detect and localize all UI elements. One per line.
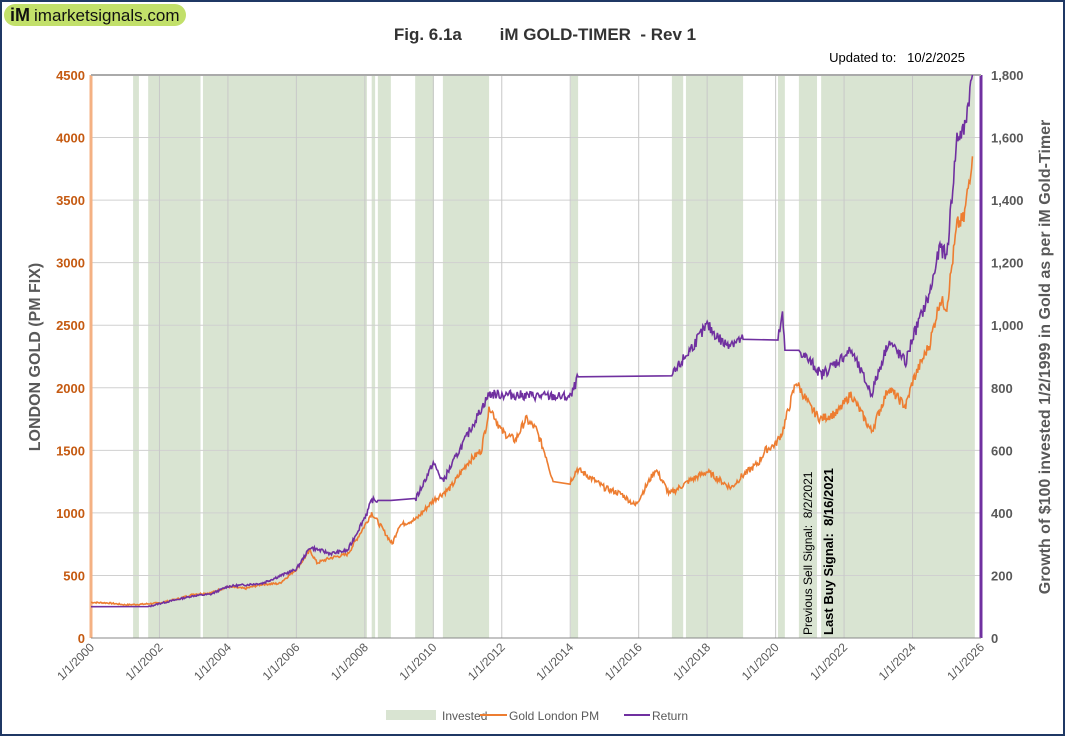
invested-band: [377, 75, 391, 638]
legend: Invested Gold London PM Return: [386, 709, 688, 723]
invested-band: [685, 75, 744, 638]
invested-band: [133, 75, 139, 638]
invested-band: [415, 75, 434, 638]
x-tick-label: 1/1/2026: [944, 640, 987, 683]
y-tick-label: 1000: [56, 506, 85, 521]
y2-tick-label: 1,800: [991, 68, 1024, 83]
updated-label: Updated to: 10/2/2025: [829, 50, 965, 65]
y-tick-label: 3500: [56, 193, 85, 208]
x-tick-label: 1/1/2008: [328, 640, 371, 683]
previous-sell-annotation: Previous Sell Signal: 8/2/2021: [801, 471, 815, 635]
x-tick-label: 1/1/2020: [739, 640, 782, 683]
invested-band: [798, 75, 818, 638]
y-tick-label: 2500: [56, 318, 85, 333]
x-tick-label: 1/1/2024: [876, 640, 919, 683]
y2-tick-label: 0: [991, 631, 998, 646]
x-tick-label: 1/1/2014: [533, 640, 576, 683]
y-tick-label: 4000: [56, 131, 85, 146]
x-tick-label: 1/1/2022: [807, 640, 850, 683]
x-tick-label: 1/1/2010: [396, 640, 439, 683]
invested-band: [671, 75, 684, 638]
y-tick-label: 4500: [56, 68, 85, 83]
x-tick-label: 1/1/2016: [602, 640, 645, 683]
y2-tick-label: 800: [991, 381, 1013, 396]
logo-text: imarketsignals.com: [34, 6, 180, 25]
legend-invested: Invested: [442, 709, 487, 723]
y-tick-label: 3000: [56, 256, 85, 271]
y2-tick-label: 1,600: [991, 131, 1024, 146]
y-axis-label: LONDON GOLD (PM FIX): [27, 263, 44, 451]
y2-tick-label: 400: [991, 506, 1013, 521]
y2-tick-label: 1,200: [991, 256, 1024, 271]
y-tick-label: 500: [63, 568, 85, 583]
y2-tick-label: 1,400: [991, 193, 1024, 208]
x-tick-label: 1/1/2012: [465, 640, 508, 683]
y-tick-label: 2000: [56, 381, 85, 396]
invested-band: [148, 75, 201, 638]
y2-tick-label: 200: [991, 568, 1013, 583]
invested-band: [778, 75, 785, 638]
gold-series-line: [90, 156, 974, 607]
legend-swatch-invested: [386, 710, 436, 720]
x-tick-label: 1/1/2004: [191, 640, 234, 683]
x-tick-label: 1/1/2006: [260, 640, 303, 683]
y2-tick-label: 1,000: [991, 318, 1024, 333]
y2-axis-label: Growth of $100 invested 1/2/1999 in Gold…: [1037, 120, 1054, 595]
x-tick-label: 1/1/2000: [54, 640, 97, 683]
y-tick-label: 1500: [56, 443, 85, 458]
invested-band: [371, 75, 376, 638]
legend-gold: Gold London PM: [509, 709, 599, 723]
legend-return: Return: [652, 709, 688, 723]
chart-title: Fig. 6.1a iM GOLD-TIMER - Rev 1: [394, 25, 696, 44]
site-logo[interactable]: iM imarketsignals.com: [4, 4, 186, 26]
y2-tick-label: 600: [991, 443, 1013, 458]
return-series-line: [90, 74, 974, 608]
invested-band: [570, 75, 579, 638]
x-tick-label: 1/1/2002: [123, 640, 166, 683]
invested-band: [442, 75, 490, 638]
invested-band: [202, 75, 367, 638]
y-tick-label: 0: [78, 631, 85, 646]
logo-mark: iM: [10, 5, 30, 25]
x-tick-label: 1/1/2018: [670, 640, 713, 683]
last-buy-annotation: Last Buy Signal: 8/16/2021: [821, 468, 836, 635]
